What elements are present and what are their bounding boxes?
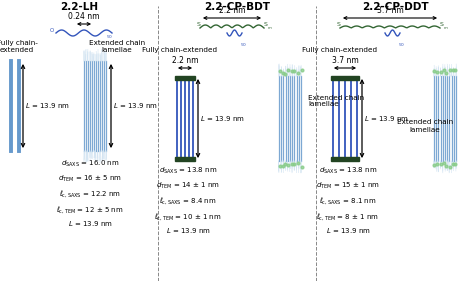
Text: Fully chain-
extended: Fully chain- extended — [0, 40, 37, 53]
Bar — [331, 157, 359, 161]
Text: O: O — [50, 28, 54, 33]
Text: $_{50}$: $_{50}$ — [398, 42, 405, 49]
Bar — [331, 76, 359, 80]
Text: $d_{\mathrm{SAXS}}$ = 13.8 nm
$d_{\mathrm{TEM}}$ = 15 ± 1 nm
$\ell_{\mathrm{c,SA: $d_{\mathrm{SAXS}}$ = 13.8 nm $d_{\mathr… — [316, 166, 380, 235]
Text: $d_{\mathrm{SAXS}}$ = 13.8 nm
$d_{\mathrm{TEM}}$ = 14 ± 1 nm
$\ell_{\mathrm{c,SA: $d_{\mathrm{SAXS}}$ = 13.8 nm $d_{\mathr… — [154, 166, 222, 235]
Text: $L$ = 13.9 nm: $L$ = 13.9 nm — [113, 101, 158, 110]
Bar — [175, 76, 195, 80]
Text: $_{50}$: $_{50}$ — [106, 34, 113, 41]
Text: 2.2 nm: 2.2 nm — [172, 56, 198, 65]
Text: 2.2-CP-BDT: 2.2-CP-BDT — [204, 2, 270, 12]
Text: $L$ = 13.9 nm: $L$ = 13.9 nm — [364, 114, 409, 123]
Text: 2.2 nm: 2.2 nm — [219, 6, 245, 15]
Text: S: S — [440, 22, 444, 27]
Text: 2.2-CP-DDT: 2.2-CP-DDT — [362, 2, 428, 12]
Text: $_m$: $_m$ — [443, 26, 448, 32]
Text: Extended chain
lamellae: Extended chain lamellae — [89, 40, 145, 53]
Text: 0.24 nm: 0.24 nm — [68, 12, 100, 21]
Text: Extended chain
lamellae: Extended chain lamellae — [397, 119, 453, 133]
Text: Fully chain-extended: Fully chain-extended — [302, 47, 378, 53]
Text: S: S — [197, 22, 201, 27]
Text: $_{50}$: $_{50}$ — [240, 42, 247, 49]
Bar — [175, 157, 195, 161]
Text: $_m$: $_m$ — [267, 26, 273, 32]
Text: 3.7 nm: 3.7 nm — [377, 6, 403, 15]
Text: $d_{\mathrm{SAXS}}$ = 16.0 nm
$d_{\mathrm{TEM}}$ = 16 ± 5 nm
$\ell_{\mathrm{c,SA: $d_{\mathrm{SAXS}}$ = 16.0 nm $d_{\mathr… — [56, 159, 124, 228]
Text: S: S — [337, 22, 341, 27]
Text: 2.2-LH: 2.2-LH — [60, 2, 98, 12]
Text: $L$ = 13.9 nm: $L$ = 13.9 nm — [25, 101, 70, 110]
Text: S: S — [264, 22, 268, 27]
Text: Extended chain
lamellae: Extended chain lamellae — [308, 94, 364, 108]
Text: 3.7 nm: 3.7 nm — [332, 56, 358, 65]
Text: $L$ = 13.9 nm: $L$ = 13.9 nm — [200, 114, 245, 123]
Text: Fully chain-extended: Fully chain-extended — [143, 47, 218, 53]
